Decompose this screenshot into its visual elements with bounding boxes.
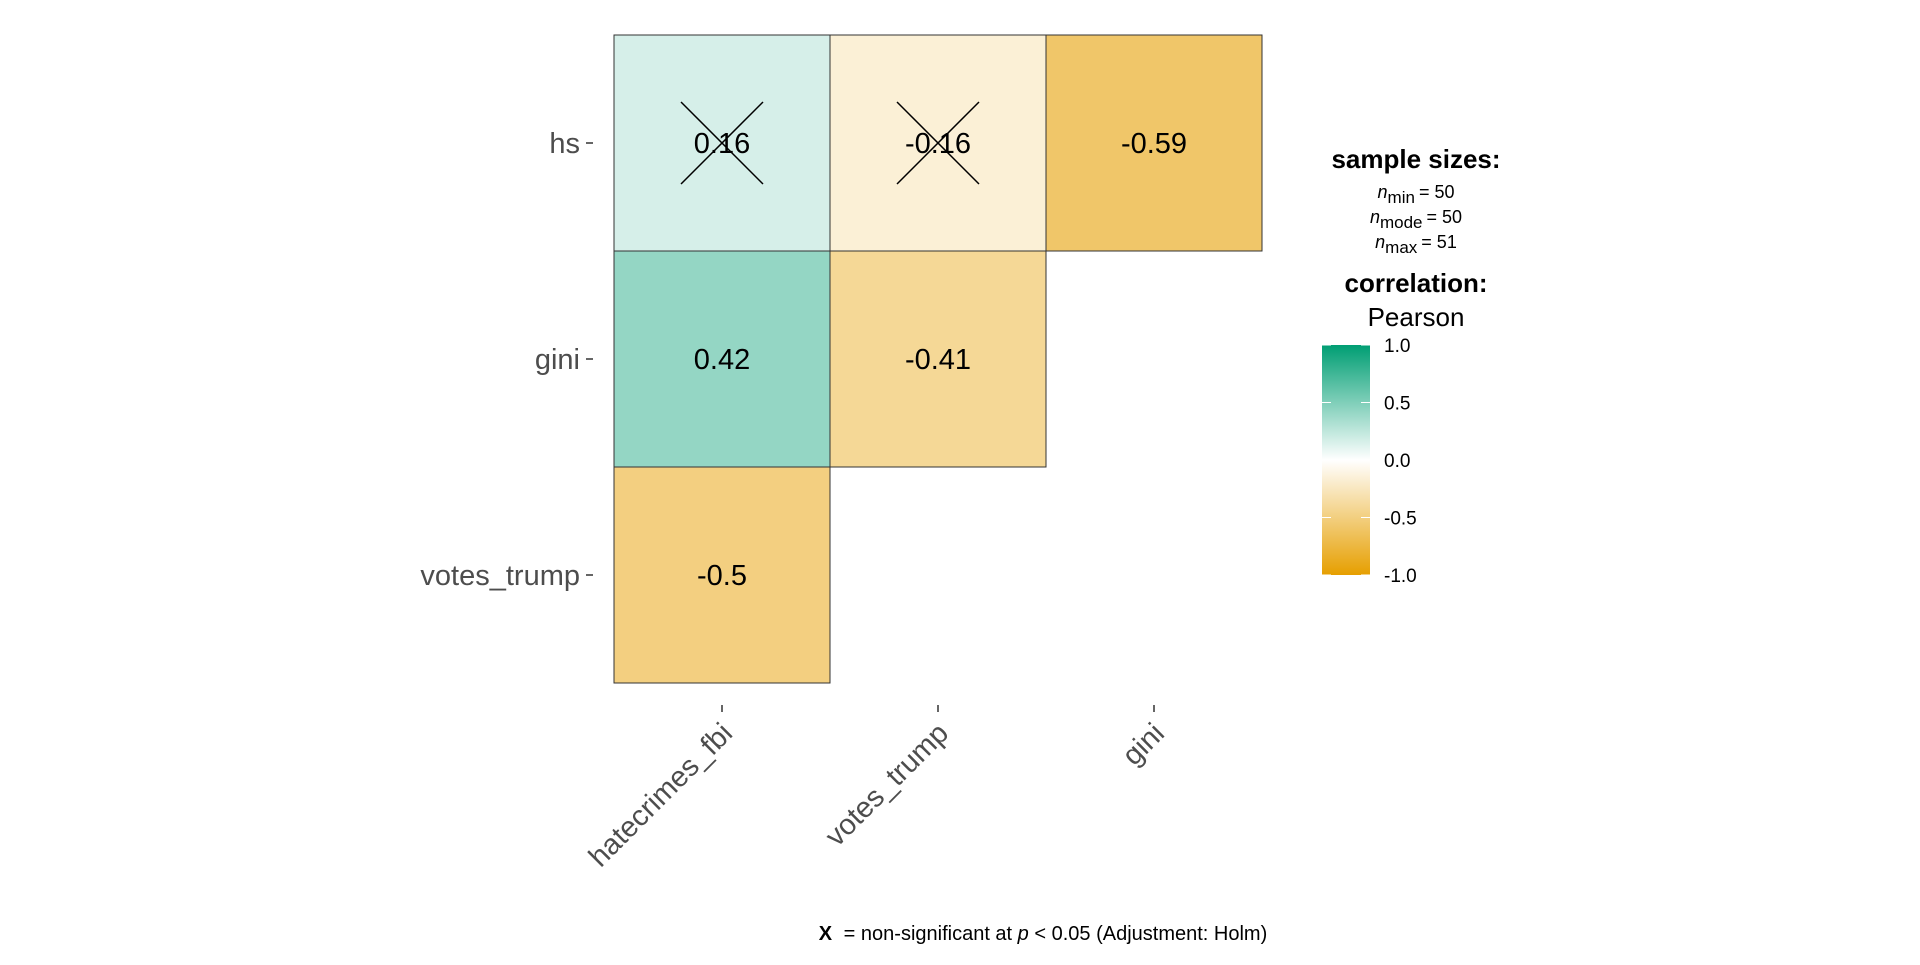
nonsignificant-cross-line xyxy=(680,101,764,185)
method-title: correlation: xyxy=(1344,268,1487,298)
y-tick-label: votes_trump xyxy=(420,560,580,592)
heatmap-cell: 0.16 xyxy=(613,34,831,252)
colorbar-tick-label: 0.5 xyxy=(1384,394,1410,415)
cell-rect xyxy=(829,250,1047,468)
cell-rect xyxy=(613,250,831,468)
heatmap-cell: -0.5 xyxy=(613,466,831,684)
colorbar-tick-label: -1.0 xyxy=(1384,566,1417,587)
sample-size-min: nmin = 50 xyxy=(1378,182,1455,207)
caption-pre: = non-significant at xyxy=(844,923,1018,945)
heatmap-cell: 0.42 xyxy=(613,250,831,468)
heatmap-cell: -0.16 xyxy=(829,34,1047,252)
cell-rect xyxy=(1045,34,1263,252)
colorbar-tick-label: 0.0 xyxy=(1384,451,1410,472)
x-tick-label: gini xyxy=(1116,717,1171,772)
cell-label: 0.42 xyxy=(694,344,750,376)
sample-sizes-title: sample sizes: xyxy=(1331,144,1500,174)
colorbar-tick-label: 1.0 xyxy=(1384,336,1410,357)
sample-size-max: nmax = 51 xyxy=(1375,232,1457,257)
colorbar-ticks: 1.0 0.5 0.0 -0.5 -1.0 xyxy=(1322,336,1417,587)
method-name: Pearson xyxy=(1368,302,1465,332)
y-tick-label: hs xyxy=(549,128,580,160)
cells-layer: 0.16-0.16 -0.59 0.42 -0.41 -0.5 xyxy=(613,34,1263,684)
caption-mark: X xyxy=(819,923,833,945)
cell-rect xyxy=(613,466,831,684)
caption-post: < 0.05 (Adjustment: Holm) xyxy=(1034,923,1267,945)
colorbar-tick-label: -0.5 xyxy=(1384,509,1417,530)
y-tick-label: gini xyxy=(535,344,580,376)
x-tick-label: hatecrimes_fbi xyxy=(583,717,739,873)
caption-p: p xyxy=(1017,923,1029,945)
heatmap-cell: -0.41 xyxy=(829,250,1047,468)
heatmap-cell: -0.59 xyxy=(1045,34,1263,252)
x-tick-label: votes_trump xyxy=(819,717,954,852)
nonsignificant-cross-line xyxy=(896,101,980,185)
significance-caption: X = non-significant at p < 0.05 (Adjustm… xyxy=(819,923,1267,945)
sample-size-mode: nmode = 50 xyxy=(1370,207,1462,232)
cell-label: -0.41 xyxy=(905,344,971,376)
cell-label: -0.59 xyxy=(1121,128,1187,160)
cell-label: -0.5 xyxy=(697,560,747,592)
